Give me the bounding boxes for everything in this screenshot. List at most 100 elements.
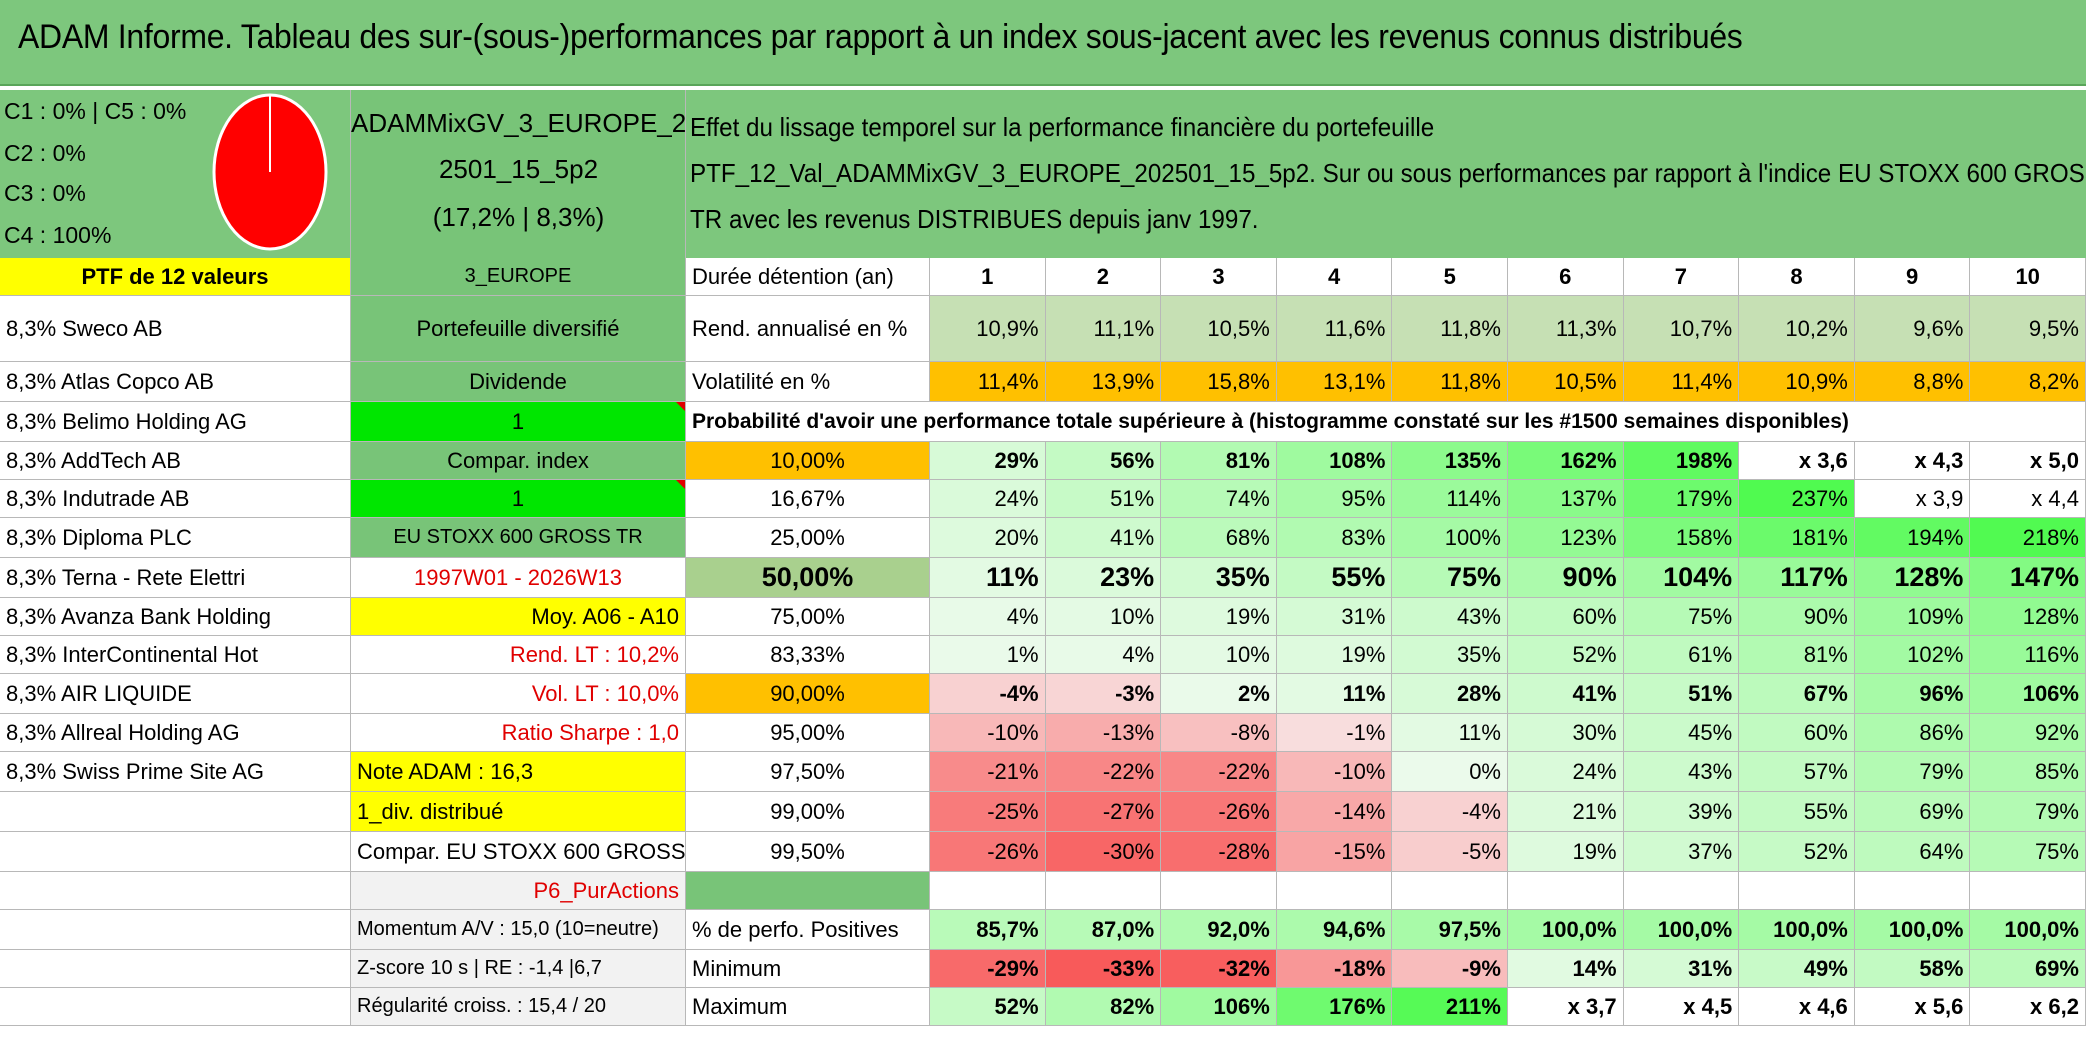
probability-value: 11% — [930, 558, 1046, 598]
probability-value: 23% — [1045, 558, 1162, 598]
portfolio-name-line: (17,2% | 8,3%) — [432, 202, 605, 232]
probability-value: 92% — [1970, 714, 2086, 752]
maximum-value: x 4,6 — [1739, 988, 1855, 1026]
holding-row: 8,3% Diploma PLC — [0, 518, 351, 558]
maximum-value: x 6,2 — [1970, 988, 2086, 1026]
empty-cell — [1854, 872, 1971, 910]
minimum-value: 58% — [1854, 950, 1971, 988]
year-header: 4 — [1276, 258, 1393, 296]
composition-line: C2 : 0% — [4, 140, 86, 166]
holding-row: 8,3% Belimo Holding AG — [0, 402, 351, 442]
holding-row: 8,3% AIR LIQUIDE — [0, 674, 351, 714]
holding-row: 8,3% Sweco AB — [0, 296, 351, 362]
empty-cell — [0, 792, 351, 832]
probability-value: 11% — [1392, 714, 1508, 752]
probability-value: 51% — [1045, 480, 1162, 518]
probability-value: 52% — [1739, 832, 1855, 872]
rend-value: 11,3% — [1508, 296, 1624, 362]
probability-value: 61% — [1623, 636, 1740, 674]
probability-value: -22% — [1045, 752, 1162, 792]
probability-value: 19% — [1161, 598, 1277, 636]
minimum-value: -9% — [1392, 950, 1508, 988]
rend-lt: Rend. LT : 10,2% — [351, 636, 686, 674]
maximum-value: x 5,6 — [1854, 988, 1971, 1026]
year-header: 5 — [1392, 258, 1508, 296]
probability-value: 24% — [1508, 752, 1624, 792]
sharpe-ratio: Ratio Sharpe : 1,0 — [351, 714, 686, 752]
minimum-label: Minimum — [686, 950, 930, 988]
pie-chart — [212, 93, 328, 251]
rend-value: 11,6% — [1276, 296, 1393, 362]
year-header: 7 — [1623, 258, 1740, 296]
minimum-value: 49% — [1739, 950, 1855, 988]
probability-value: 37% — [1623, 832, 1740, 872]
probability-value: 67% — [1739, 674, 1855, 714]
empty-cell — [0, 988, 351, 1026]
probability-value: 64% — [1854, 832, 1971, 872]
empty-cell — [1276, 872, 1393, 910]
probability-value: 55% — [1276, 558, 1393, 598]
probability-threshold: 16,67% — [686, 480, 930, 518]
maximum-label: Maximum — [686, 988, 930, 1026]
probability-value: 79% — [1970, 792, 2086, 832]
regularite: Régularité croiss. : 15,4 / 20 — [351, 988, 686, 1026]
minimum-value: -29% — [930, 950, 1046, 988]
probability-value: 102% — [1854, 636, 1971, 674]
vol-lt: Vol. LT : 10,0% — [351, 674, 686, 714]
probability-value: 109% — [1854, 598, 1971, 636]
probability-value: 45% — [1623, 714, 1740, 752]
probability-value: 116% — [1970, 636, 2086, 674]
probability-value: 179% — [1623, 480, 1740, 518]
positive-perf-value: 94,6% — [1276, 910, 1393, 950]
probability-value: 43% — [1623, 752, 1740, 792]
probability-value: 1% — [930, 636, 1046, 674]
probability-value: 81% — [1739, 636, 1855, 674]
empty-cell — [1392, 872, 1508, 910]
minimum-value: 14% — [1508, 950, 1624, 988]
probability-value: -21% — [930, 752, 1046, 792]
probability-value: 114% — [1392, 480, 1508, 518]
maximum-value: x 4,5 — [1623, 988, 1740, 1026]
probability-value: 20% — [930, 518, 1046, 558]
holding-row: 8,3% Indutrade AB — [0, 480, 351, 518]
probability-value: 100% — [1392, 518, 1508, 558]
maximum-value: x 3,7 — [1508, 988, 1624, 1026]
momentum: Momentum A/V : 15,0 (10=neutre) — [351, 910, 686, 950]
probability-value: x 3,9 — [1854, 480, 1971, 518]
rend-value: 11,1% — [1045, 296, 1162, 362]
probability-threshold: 99,00% — [686, 792, 930, 832]
empty-cell — [0, 832, 351, 872]
probability-threshold: 75,00% — [686, 598, 930, 636]
probability-threshold: 99,50% — [686, 832, 930, 872]
year-header: 3 — [1161, 258, 1277, 296]
year-header: 9 — [1854, 258, 1971, 296]
composition-line: C4 : 100% — [4, 222, 112, 248]
ptf-header: PTF de 12 valeurs — [0, 258, 351, 296]
probability-value: 237% — [1739, 480, 1855, 518]
positive-perf-value: 87,0% — [1045, 910, 1162, 950]
probability-value: -8% — [1161, 714, 1277, 752]
probability-value: 56% — [1045, 442, 1162, 480]
probability-value: x 5,0 — [1970, 442, 2086, 480]
empty-cell — [686, 872, 930, 910]
year-header: 1 — [930, 258, 1046, 296]
period: 1997W01 - 2026W13 — [351, 558, 686, 598]
note-adam: Note ADAM : 16,3 — [351, 752, 686, 792]
probability-value: -4% — [930, 674, 1046, 714]
empty-cell — [1045, 872, 1162, 910]
probability-value: -30% — [1045, 832, 1162, 872]
vol-value: 13,9% — [1045, 362, 1162, 402]
probability-value: 68% — [1161, 518, 1277, 558]
year-header: 2 — [1045, 258, 1162, 296]
holding-row: 8,3% InterContinental Hot — [0, 636, 351, 674]
probability-value: 19% — [1508, 832, 1624, 872]
probability-value: 128% — [1970, 598, 2086, 636]
rend-value: 10,5% — [1161, 296, 1277, 362]
probability-value: 135% — [1392, 442, 1508, 480]
moy-label: Moy. A06 - A10 — [351, 598, 686, 636]
probability-value: 106% — [1970, 674, 2086, 714]
probability-value: -15% — [1276, 832, 1393, 872]
probability-value: x 3,6 — [1739, 442, 1855, 480]
probability-value: -10% — [1276, 752, 1393, 792]
probability-value: -25% — [930, 792, 1046, 832]
